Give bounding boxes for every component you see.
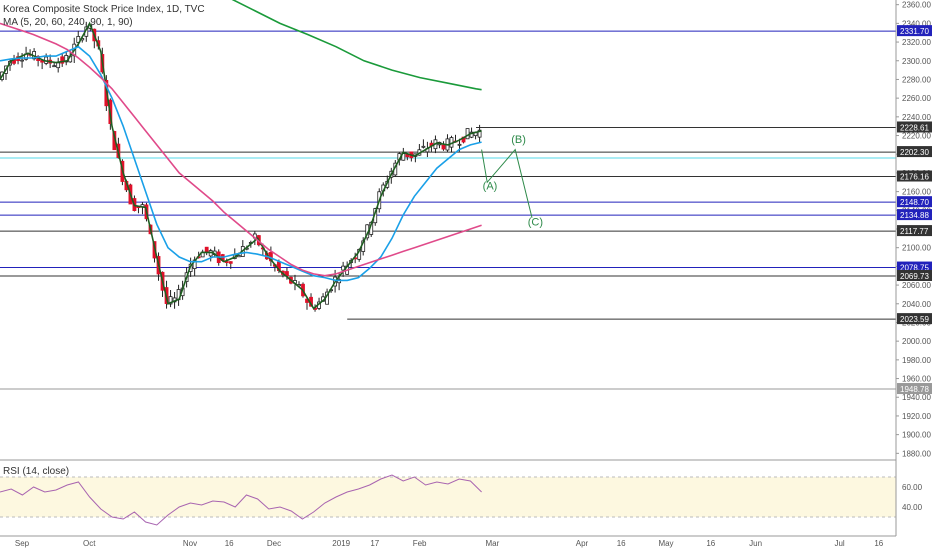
- price-tick-label: 1980.00: [902, 356, 931, 365]
- price-tick-label: 2340.00: [902, 19, 931, 28]
- time-tick-label: Apr: [576, 539, 589, 548]
- time-tick-label: Jun: [749, 539, 762, 548]
- wave-label-1: (B): [511, 134, 526, 146]
- level-price-label: 2148.70: [900, 198, 929, 207]
- wave-projection-layer: (A) (B) (C): [481, 134, 543, 228]
- price-tick-label: 2360.00: [902, 1, 931, 10]
- level-price-tag: [897, 313, 932, 325]
- candle-up: [20, 59, 24, 62]
- time-axis-layer: Sep Oct Nov 16 Dec 2019 17 Feb Mar Apr 16 May 16 Jun J…: [0, 535, 896, 548]
- price-tick-label: 2280.00: [902, 75, 931, 84]
- time-tick-label: Nov: [183, 539, 197, 548]
- price-tick-label: 1940.00: [902, 393, 931, 402]
- candle-down: [60, 56, 65, 64]
- level-price-tag: [897, 225, 932, 237]
- level-price-tag: [897, 209, 932, 221]
- rsi-tick-label: 60.00: [902, 483, 923, 492]
- time-tick-label: 16: [874, 539, 883, 548]
- level-price-tag: [897, 146, 932, 158]
- candle-up: [208, 250, 213, 257]
- time-tick-label: 16: [706, 539, 715, 548]
- candle-down: [441, 144, 446, 150]
- level-price-tag: [897, 25, 932, 37]
- rsi-tick-label: 40.00: [902, 503, 923, 512]
- line-ma20: [0, 45, 482, 282]
- level-price-label: 2117.77: [900, 227, 929, 236]
- price-tick-label: 2220.00: [902, 132, 931, 141]
- level-price-label: 2176.16: [900, 173, 929, 182]
- price-tick-label: 1960.00: [902, 375, 931, 384]
- candle-down: [285, 271, 289, 277]
- price-tick-label: 2040.00: [902, 300, 931, 309]
- candle-up: [56, 62, 61, 69]
- time-tick-label: 17: [370, 539, 379, 548]
- time-tick-label: Sep: [15, 539, 30, 548]
- price-tick-label: 2060.00: [902, 281, 931, 290]
- price-tick-label: 1900.00: [902, 431, 931, 440]
- level-price-tag: [897, 121, 932, 133]
- symbol-title: Korea Composite Stock Price Index, 1D, T…: [3, 4, 205, 15]
- candle-up: [457, 143, 462, 146]
- candle-up: [421, 145, 426, 148]
- time-tick-label: 2019: [332, 539, 350, 548]
- level-price-label: 1948.78: [900, 385, 929, 394]
- candle-up: [168, 296, 173, 305]
- rsi-layer: [0, 474, 482, 526]
- candle-up: [52, 65, 57, 68]
- line-ma5: [0, 21, 482, 310]
- candle-up: [465, 128, 470, 140]
- time-tick-label: Dec: [267, 539, 281, 548]
- line-ma240: [231, 0, 482, 91]
- level-price-tag: [897, 269, 932, 281]
- time-tick-label: May: [658, 539, 673, 548]
- price-tick-label: 1880.00: [902, 449, 931, 458]
- wave-label-0: (A): [483, 181, 498, 193]
- level-price-tag: [897, 196, 932, 208]
- price-tick-label: 2260.00: [902, 94, 931, 103]
- level-price-tag: [897, 261, 932, 273]
- price-tick-label: 2000.00: [902, 337, 931, 346]
- price-tick-label: 2300.00: [902, 57, 931, 66]
- time-tick-label: Jul: [834, 539, 844, 548]
- moving-averages-layer: [0, 0, 482, 310]
- rsi-band: [0, 477, 896, 517]
- level-price-label: 2134.88: [900, 211, 929, 220]
- level-price-label: 2331.70: [900, 27, 929, 36]
- time-tick-label: 16: [225, 539, 234, 548]
- level-price-tag: [897, 383, 932, 395]
- price-tick-label: 2100.00: [902, 244, 931, 253]
- price-tick-label: 2320.00: [902, 38, 931, 47]
- ma-indicator-label: MA (5, 20, 60, 240, 90, 1, 90): [3, 17, 133, 28]
- price-tick-label: 2240.00: [902, 113, 931, 122]
- horizontal-levels-layer: [0, 30, 896, 390]
- rsi-indicator-label: RSI (14, close): [3, 466, 70, 477]
- level-price-label: 2023.59: [900, 315, 929, 324]
- time-tick-label: Feb: [413, 539, 427, 548]
- rsi-line: [0, 474, 482, 526]
- candle-down: [224, 261, 229, 263]
- level-price-label: 2069.73: [900, 272, 929, 281]
- price-tick-label: 1920.00: [902, 412, 931, 421]
- candle-up: [477, 129, 482, 138]
- level-price-label: 2078.75: [900, 264, 929, 273]
- candle-up: [76, 36, 81, 43]
- price-tick-label: 2160.00: [902, 188, 931, 197]
- wave-path: [481, 148, 533, 218]
- level-price-label: 2228.61: [900, 123, 929, 132]
- level-price-tag: [897, 170, 932, 182]
- time-tick-label: 16: [617, 539, 626, 548]
- candle-down: [204, 246, 209, 253]
- time-tick-label: Mar: [486, 539, 500, 548]
- price-axis-layer: 2360.00 2340.00 2320.00 2300.00 2280.00 2260.…: [895, 0, 932, 536]
- line-ma60: [0, 22, 482, 277]
- time-tick-label: Oct: [83, 539, 96, 548]
- level-price-label: 2202.30: [900, 148, 929, 157]
- candle-down: [228, 261, 233, 264]
- candle-up: [341, 265, 346, 271]
- wave-label-2: (C): [528, 216, 543, 228]
